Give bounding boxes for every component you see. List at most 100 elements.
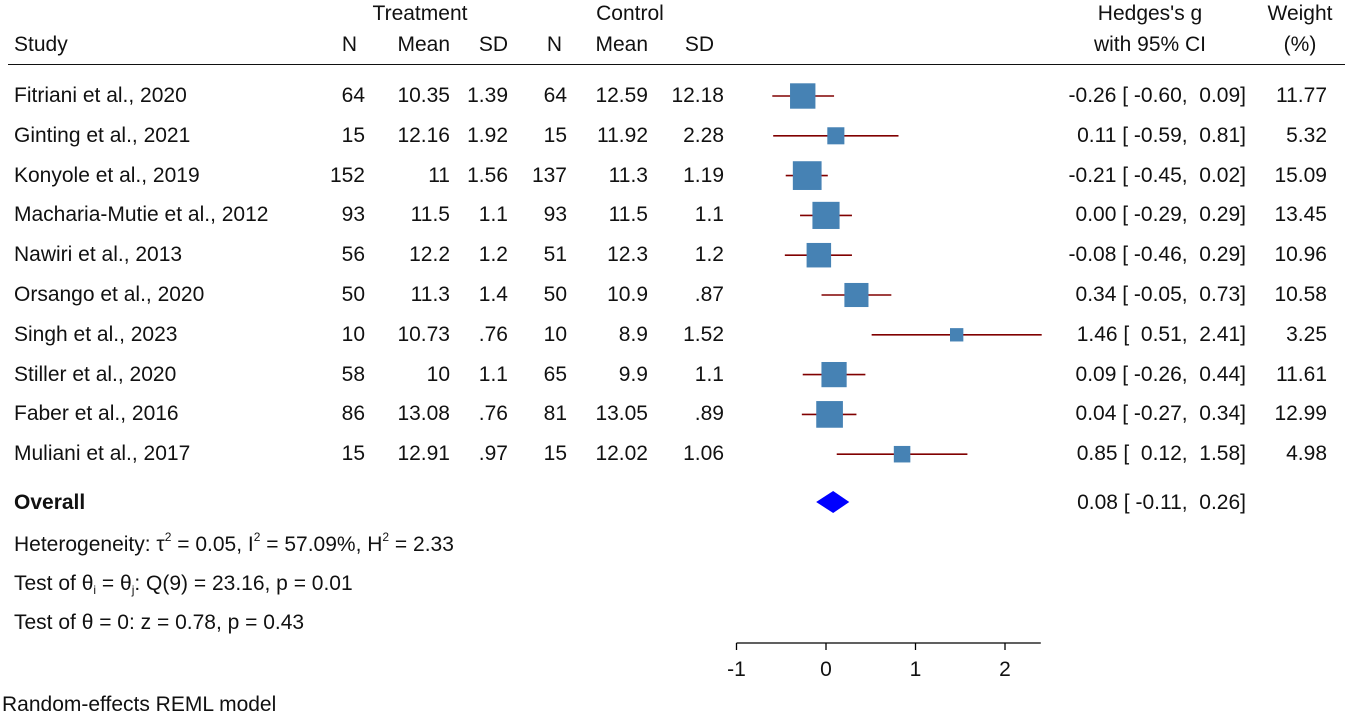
x-axis-tick-label: 2 (999, 658, 1011, 681)
weight-value: 5.32 (1286, 123, 1327, 147)
effect-ci-text: 0.34 [ -0.05, 0.73] (1075, 283, 1246, 306)
effect-marker (792, 161, 822, 190)
treatment-mean: 13.08 (397, 402, 450, 426)
control-n: 51 (543, 243, 567, 267)
test-overall-effect: Test of θ = 0: z = 0.78, p = 0.43 (14, 611, 305, 634)
header-treatment-n: N (341, 33, 357, 56)
weight-value: 13.45 (1274, 203, 1327, 227)
control-sd: 12.18 (671, 84, 724, 107)
treatment-mean: 12.16 (397, 123, 450, 147)
header-control: Control (596, 2, 664, 25)
treatment-mean: 11.5 (410, 203, 450, 227)
test-homogeneity: Test of θi = θj: Q(9) = 23.16, p = 0.01 (14, 572, 353, 597)
study-name: Ginting et al., 2021 (14, 123, 191, 147)
study-name: Singh et al., 2023 (14, 322, 178, 346)
control-sd: 2.28 (683, 123, 724, 147)
weight-value: 10.58 (1274, 283, 1327, 306)
control-n: 15 (543, 442, 567, 466)
effect-ci-text: -0.26 [ -0.60, 0.09] (1068, 84, 1246, 107)
treatment-n: 152 (329, 163, 365, 187)
treatment-n: 15 (341, 442, 365, 466)
effect-ci-text: 0.09 [ -0.26, 0.44] (1075, 362, 1246, 386)
effect-ci-text: 0.00 [ -0.29, 0.29] (1075, 203, 1246, 227)
control-mean: 9.9 (618, 362, 648, 386)
treatment-sd: 1.56 (467, 163, 508, 187)
treatment-n: 64 (341, 84, 365, 107)
control-sd: 1.06 (683, 442, 724, 466)
treatment-sd: 1.2 (478, 243, 508, 267)
control-n: 65 (543, 362, 567, 386)
control-n: 15 (543, 123, 567, 147)
control-sd: 1.1 (694, 203, 724, 227)
treatment-n: 56 (341, 243, 365, 267)
effect-ci-text: 0.04 [ -0.27, 0.34] (1075, 402, 1246, 426)
treatment-mean: 11 (428, 163, 450, 187)
control-mean: 11.5 (608, 203, 648, 227)
header-treatment: Treatment (372, 2, 468, 25)
control-mean: 11.92 (597, 123, 648, 147)
effect-marker (827, 127, 845, 145)
control-n: 81 (543, 402, 567, 426)
treatment-sd: 1.39 (467, 84, 508, 107)
header-control-n: N (546, 33, 562, 56)
weight-value: 15.09 (1274, 163, 1327, 187)
treatment-sd: 1.92 (467, 123, 508, 147)
header-control-mean: Mean (595, 33, 648, 56)
control-mean: 11.3 (608, 163, 648, 187)
treatment-n: 93 (341, 203, 365, 227)
study-name: Konyole et al., 2019 (14, 163, 200, 187)
treatment-n: 50 (341, 283, 365, 306)
effect-ci-text: 1.46 [ 0.51, 2.41] (1076, 322, 1246, 346)
control-sd: 1.2 (694, 243, 724, 267)
header-treatment-sd: SD (478, 33, 508, 56)
control-mean: 10.9 (607, 283, 648, 306)
study-name: Orsango et al., 2020 (14, 283, 205, 306)
effect-marker (949, 328, 964, 342)
weight-value: 3.25 (1286, 322, 1327, 346)
treatment-n: 58 (341, 362, 365, 386)
overall-diamond (816, 491, 850, 513)
effect-marker (812, 201, 840, 229)
treatment-sd: .76 (478, 322, 508, 346)
control-n: 64 (543, 84, 567, 107)
treatment-mean: 12.2 (409, 243, 450, 267)
treatment-sd: 1.4 (478, 283, 508, 306)
study-name: Nawiri et al., 2013 (14, 243, 183, 267)
study-name: Muliani et al., 2017 (14, 442, 191, 466)
weight-value: 10.96 (1274, 243, 1327, 267)
study-name: Stiller et al., 2020 (14, 362, 177, 386)
treatment-mean: 11.3 (410, 283, 450, 306)
treatment-mean: 10 (426, 362, 450, 386)
treatment-n: 10 (341, 322, 365, 346)
treatment-n: 15 (341, 123, 365, 147)
study-name: Fitriani et al., 2020 (14, 84, 187, 107)
model-footnote: Random-effects REML model (2, 693, 277, 716)
control-sd: .89 (694, 402, 724, 426)
treatment-mean: 10.35 (397, 84, 450, 107)
control-mean: 12.59 (595, 84, 648, 107)
x-axis-tick-label: 1 (910, 658, 922, 681)
header-control-sd: SD (684, 33, 714, 56)
treatment-n: 86 (341, 402, 365, 426)
effect-ci-text: -0.21 [ -0.45, 0.02] (1068, 163, 1246, 187)
control-n: 50 (543, 283, 567, 306)
control-n: 137 (531, 163, 567, 187)
effect-ci-text: 0.11 [ -0.59, 0.81] (1077, 123, 1246, 147)
header-divider (8, 64, 1345, 65)
control-mean: 8.9 (618, 322, 648, 346)
control-n: 93 (543, 203, 567, 227)
overall-label: Overall (14, 491, 86, 514)
treatment-sd: 1.1 (478, 362, 508, 386)
control-mean: 12.3 (607, 243, 648, 267)
control-sd: 1.52 (683, 322, 724, 346)
control-sd: 1.19 (683, 163, 724, 187)
header-effect-line2: with 95% CI (1093, 33, 1207, 56)
treatment-mean: 12.91 (397, 442, 450, 466)
heterogeneity-stats: Heterogeneity: τ2 = 0.05, I2 = 57.09%, H… (14, 530, 454, 556)
treatment-sd: .97 (478, 442, 508, 466)
overall-ci-text: 0.08 [ -0.11, 0.26] (1077, 491, 1246, 514)
effect-marker (790, 83, 816, 109)
treatment-mean: 10.73 (397, 322, 450, 346)
effect-marker (816, 401, 843, 428)
